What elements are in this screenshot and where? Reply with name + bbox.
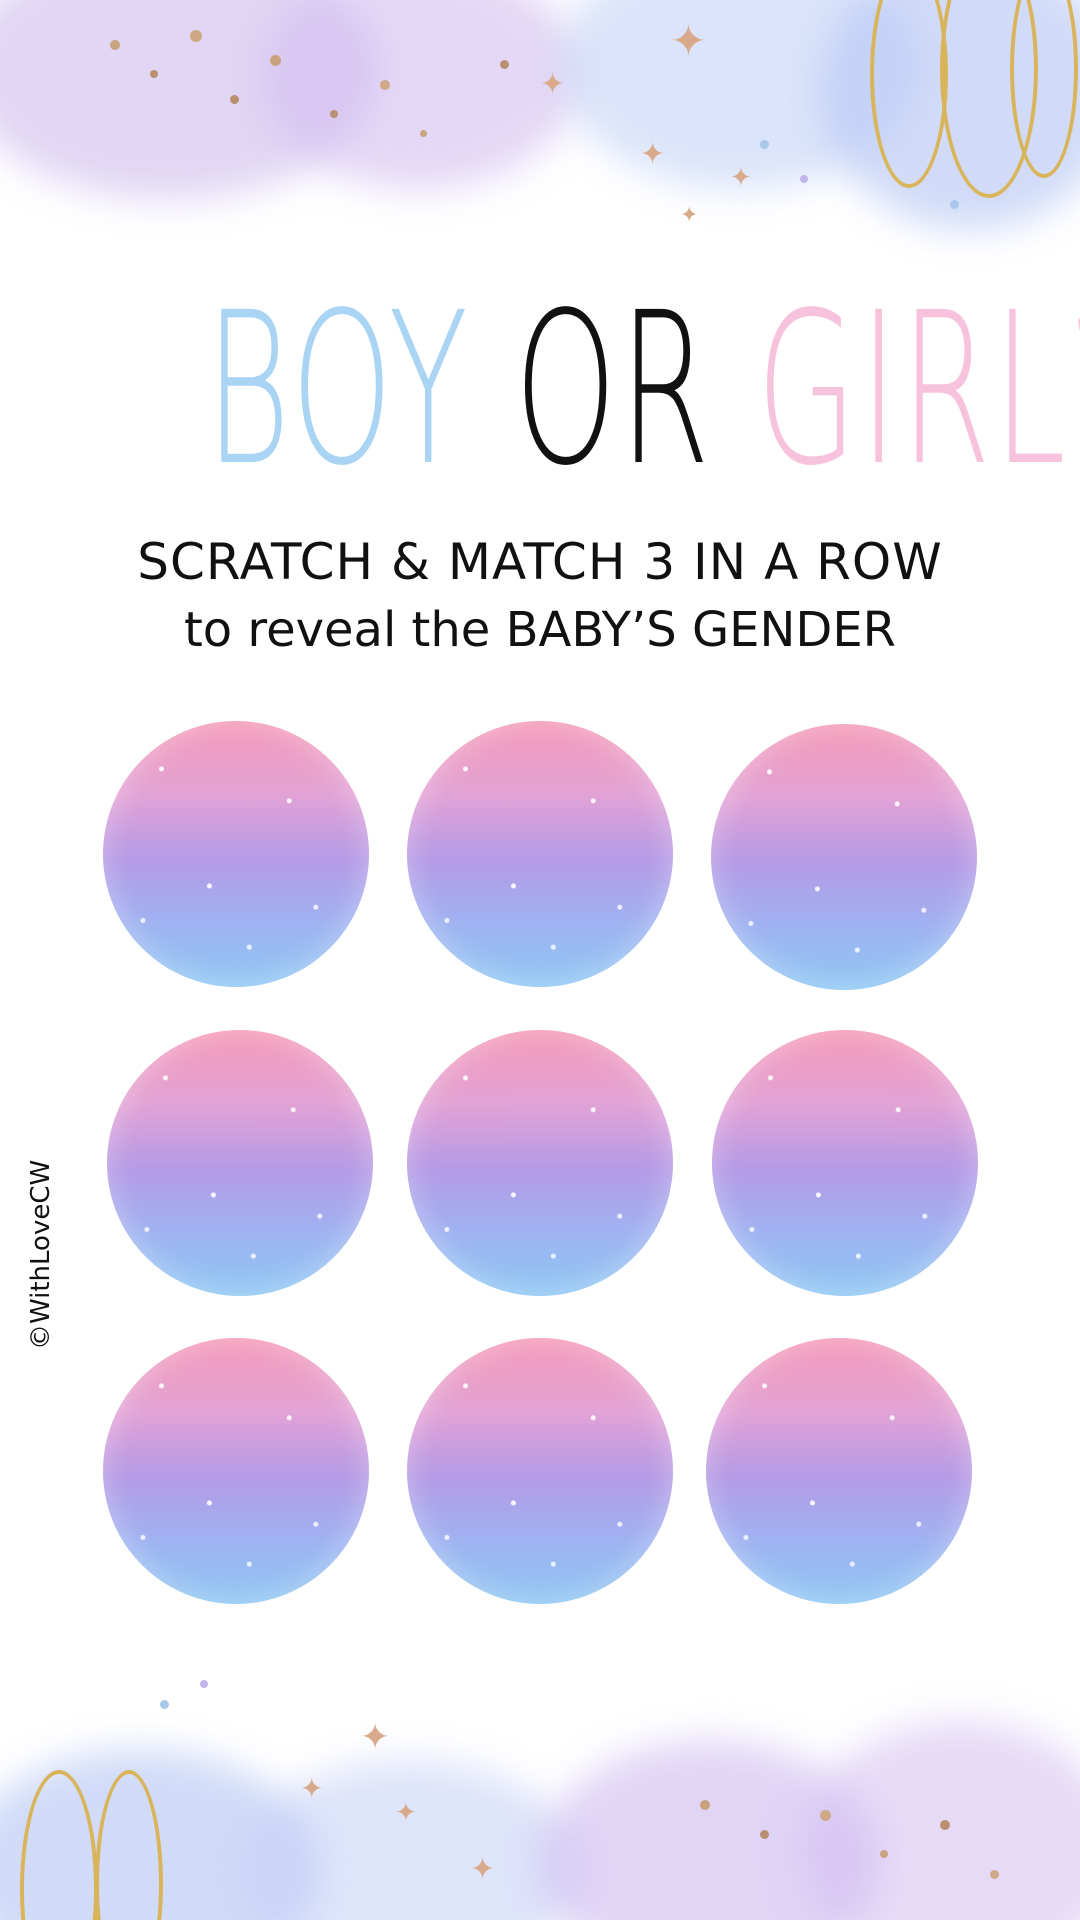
- scratch-spot-1[interactable]: [103, 721, 369, 987]
- page-title: BOY OR GIRL?: [205, 285, 1080, 495]
- copyright-credit: ©WithLoveCW: [26, 1159, 56, 1350]
- scratch-spot-9[interactable]: [706, 1338, 972, 1604]
- scratch-spot-4[interactable]: [107, 1030, 373, 1296]
- top-watercolor-decoration: ✦ ✦ ✦ ✦ ✦: [0, 0, 1080, 260]
- title-boy: BOY: [205, 267, 471, 512]
- instruction-line-2: to reveal the BABY’S GENDER: [183, 602, 897, 658]
- scratch-spot-2[interactable]: [407, 721, 673, 987]
- scratch-spot-5[interactable]: [407, 1030, 673, 1296]
- scratch-spot-8[interactable]: [407, 1338, 673, 1604]
- title-or: OR: [514, 267, 713, 512]
- scratch-spot-7[interactable]: [103, 1338, 369, 1604]
- scratch-spot-6[interactable]: [712, 1030, 978, 1296]
- bottom-watercolor-decoration: ✦ ✦ ✦ ✦: [0, 1660, 1080, 1920]
- instruction-line-1: SCRATCH & MATCH 3 IN A ROW: [137, 533, 943, 591]
- title-girl: GIRL?: [756, 267, 1080, 512]
- scratch-spot-3[interactable]: [711, 724, 977, 990]
